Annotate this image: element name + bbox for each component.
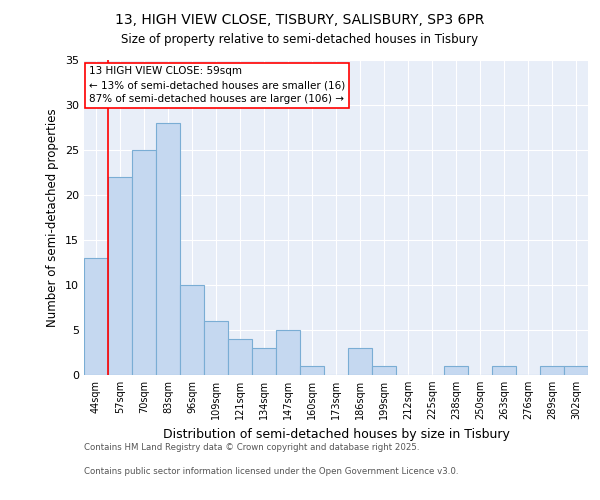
- Bar: [564, 366, 588, 375]
- Bar: [108, 177, 132, 375]
- Bar: [84, 258, 108, 375]
- Bar: [228, 339, 252, 375]
- Bar: [492, 366, 516, 375]
- Bar: [156, 123, 180, 375]
- Text: 13 HIGH VIEW CLOSE: 59sqm
← 13% of semi-detached houses are smaller (16)
87% of : 13 HIGH VIEW CLOSE: 59sqm ← 13% of semi-…: [89, 66, 345, 104]
- X-axis label: Distribution of semi-detached houses by size in Tisbury: Distribution of semi-detached houses by …: [163, 428, 509, 440]
- Y-axis label: Number of semi-detached properties: Number of semi-detached properties: [46, 108, 59, 327]
- Bar: [276, 330, 300, 375]
- Bar: [444, 366, 468, 375]
- Text: Contains HM Land Registry data © Crown copyright and database right 2025.: Contains HM Land Registry data © Crown c…: [84, 442, 419, 452]
- Bar: [540, 366, 564, 375]
- Bar: [132, 150, 156, 375]
- Text: 13, HIGH VIEW CLOSE, TISBURY, SALISBURY, SP3 6PR: 13, HIGH VIEW CLOSE, TISBURY, SALISBURY,…: [115, 12, 485, 26]
- Bar: [372, 366, 396, 375]
- Bar: [204, 321, 228, 375]
- Text: Size of property relative to semi-detached houses in Tisbury: Size of property relative to semi-detach…: [121, 32, 479, 46]
- Bar: [180, 285, 204, 375]
- Bar: [348, 348, 372, 375]
- Text: Contains public sector information licensed under the Open Government Licence v3: Contains public sector information licen…: [84, 468, 458, 476]
- Bar: [252, 348, 276, 375]
- Bar: [300, 366, 324, 375]
